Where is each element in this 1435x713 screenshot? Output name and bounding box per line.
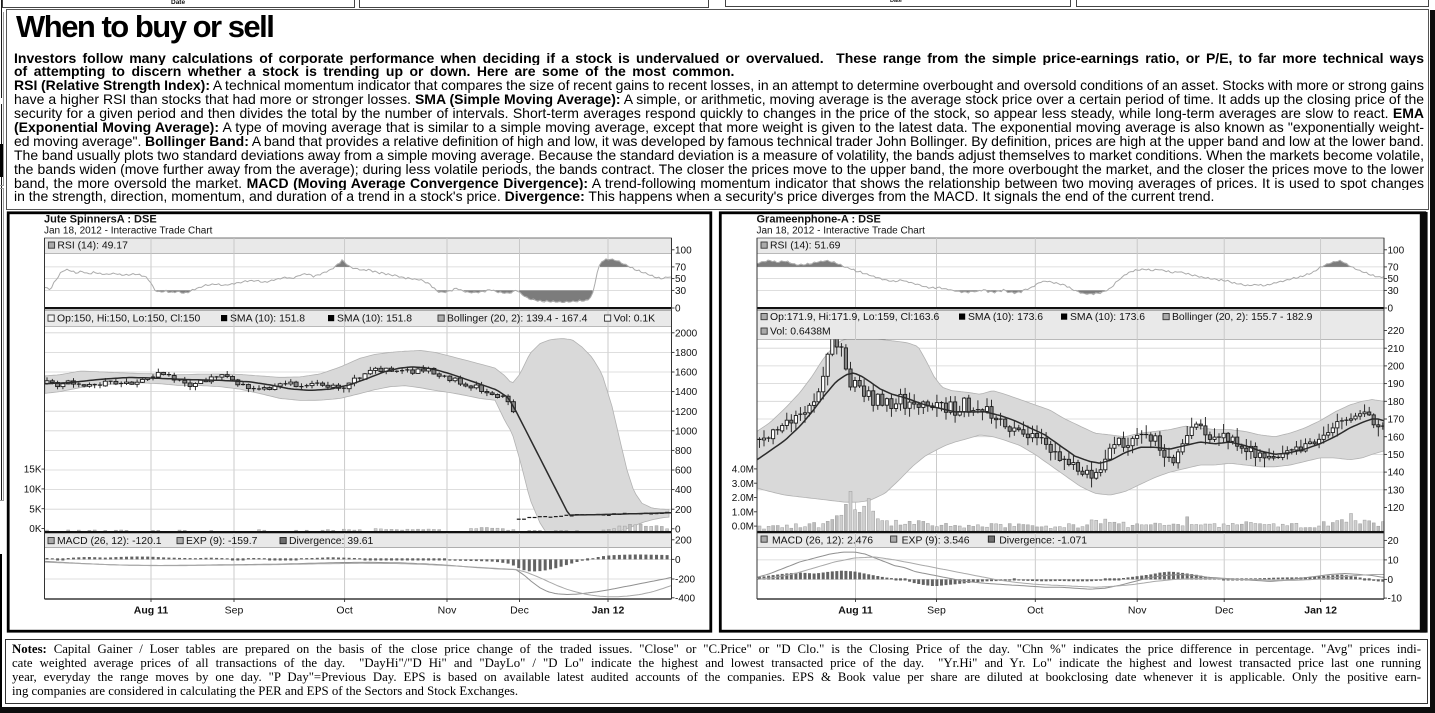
svg-text:SMA (10): 173.6: SMA (10): 173.6: [968, 312, 1043, 323]
svg-text:70: 70: [675, 263, 687, 274]
svg-text:1600: 1600: [675, 368, 698, 379]
svg-text:MACD (26, 12): 2.476: MACD (26, 12): 2.476: [772, 536, 873, 547]
svg-text:200: 200: [675, 505, 692, 516]
svg-text:Op:150, Hi:150, Lo:150, Cl:150: Op:150, Hi:150, Lo:150, Cl:150: [57, 313, 200, 324]
svg-text:15K: 15K: [24, 465, 42, 476]
svg-text:0: 0: [675, 304, 681, 315]
svg-text:400: 400: [675, 485, 692, 496]
svg-text:120: 120: [1388, 503, 1405, 514]
svg-text:Jute SpinnersA : DSE: Jute SpinnersA : DSE: [44, 213, 157, 225]
svg-text:0K: 0K: [29, 524, 42, 535]
svg-text:220: 220: [1388, 326, 1405, 337]
svg-text:30: 30: [675, 286, 687, 297]
svg-text:50: 50: [1388, 274, 1400, 285]
svg-text:30: 30: [1388, 286, 1400, 297]
svg-text:Grameenphone-A : DSE: Grameenphone-A : DSE: [757, 213, 881, 225]
svg-text:800: 800: [675, 446, 692, 457]
svg-text:Jan 18, 2012 - Interactive Tra: Jan 18, 2012 - Interactive Trade Chart: [757, 226, 926, 237]
svg-text:RSI (14): 49.17: RSI (14): 49.17: [57, 240, 128, 251]
svg-text:0.0M: 0.0M: [732, 522, 754, 533]
svg-text:1200: 1200: [675, 407, 698, 418]
svg-text:20: 20: [1388, 536, 1400, 547]
svg-text:600: 600: [675, 466, 692, 477]
svg-text:1.0M: 1.0M: [732, 507, 754, 518]
svg-text:-400: -400: [675, 593, 695, 604]
svg-text:200: 200: [675, 535, 692, 546]
svg-text:Nov: Nov: [438, 605, 457, 617]
svg-text:Dec: Dec: [1215, 605, 1234, 617]
svg-text:Aug 11: Aug 11: [134, 605, 169, 617]
svg-text:210: 210: [1388, 344, 1405, 355]
svg-text:0: 0: [1388, 575, 1394, 586]
svg-text:Divergence: -1.071: Divergence: -1.071: [999, 536, 1087, 547]
svg-text:100: 100: [675, 245, 692, 256]
svg-text:2.0M: 2.0M: [732, 493, 754, 504]
svg-text:1400: 1400: [675, 387, 698, 398]
svg-text:SMA (10): 151.8: SMA (10): 151.8: [230, 313, 305, 324]
svg-text:-200: -200: [675, 575, 695, 586]
svg-text:10: 10: [1388, 556, 1400, 567]
svg-text:Op:171.9, Hi:171.9, Lo:159, Cl: Op:171.9, Hi:171.9, Lo:159, Cl:163.6: [770, 312, 939, 323]
svg-text:Sep: Sep: [927, 605, 946, 617]
svg-text:EXP (9): -159.7: EXP (9): -159.7: [186, 536, 258, 547]
svg-text:50: 50: [675, 274, 687, 285]
svg-text:10K: 10K: [24, 485, 42, 496]
svg-text:1000: 1000: [675, 426, 698, 437]
svg-text:MACD (26, 12): -120.1: MACD (26, 12): -120.1: [57, 536, 162, 547]
svg-text:Sep: Sep: [225, 605, 244, 617]
svg-text:70: 70: [1388, 263, 1400, 274]
svg-text:130: 130: [1388, 485, 1405, 496]
svg-text:-10: -10: [1388, 594, 1403, 605]
svg-text:EXP (9): 3.546: EXP (9): 3.546: [902, 536, 970, 547]
svg-text:0: 0: [1388, 304, 1394, 315]
svg-text:2000: 2000: [675, 328, 698, 339]
svg-text:5K: 5K: [29, 504, 42, 515]
svg-text:Bollinger (20, 2): 139.4 - 167: Bollinger (20, 2): 139.4 - 167.4: [447, 313, 588, 324]
svg-text:SMA (10): 151.8: SMA (10): 151.8: [337, 313, 412, 324]
svg-text:Oct: Oct: [1027, 605, 1043, 617]
svg-text:140: 140: [1388, 468, 1405, 479]
svg-text:Jan 12: Jan 12: [592, 605, 625, 617]
svg-text:Bollinger (20, 2): 155.7 - 182: Bollinger (20, 2): 155.7 - 182.9: [1172, 312, 1313, 323]
svg-text:1800: 1800: [675, 348, 698, 359]
svg-text:0: 0: [675, 524, 681, 535]
svg-text:180: 180: [1388, 397, 1405, 408]
svg-text:Nov: Nov: [1128, 605, 1147, 617]
svg-text:170: 170: [1388, 415, 1405, 426]
svg-text:RSI (14): 51.69: RSI (14): 51.69: [770, 240, 841, 251]
svg-text:0: 0: [675, 555, 681, 566]
svg-text:Jan 12: Jan 12: [1304, 605, 1337, 617]
svg-text:Dec: Dec: [510, 605, 529, 617]
svg-text:190: 190: [1388, 379, 1405, 390]
svg-text:4.0M: 4.0M: [732, 465, 754, 476]
svg-text:Vol: 0.6438M: Vol: 0.6438M: [770, 326, 831, 337]
svg-text:Jan 18, 2012 - Interactive Tra: Jan 18, 2012 - Interactive Trade Chart: [44, 226, 213, 237]
svg-text:3.0M: 3.0M: [732, 479, 754, 490]
svg-text:200: 200: [1388, 362, 1405, 373]
svg-text:160: 160: [1388, 432, 1405, 443]
svg-text:Divergence: 39.61: Divergence: 39.61: [289, 536, 374, 547]
svg-text:100: 100: [1388, 245, 1405, 256]
svg-text:SMA (10): 173.6: SMA (10): 173.6: [1070, 312, 1145, 323]
svg-text:Aug 11: Aug 11: [838, 605, 873, 617]
svg-text:150: 150: [1388, 450, 1405, 461]
svg-text:Vol: 0.1K: Vol: 0.1K: [614, 313, 656, 324]
svg-text:Oct: Oct: [336, 605, 352, 617]
